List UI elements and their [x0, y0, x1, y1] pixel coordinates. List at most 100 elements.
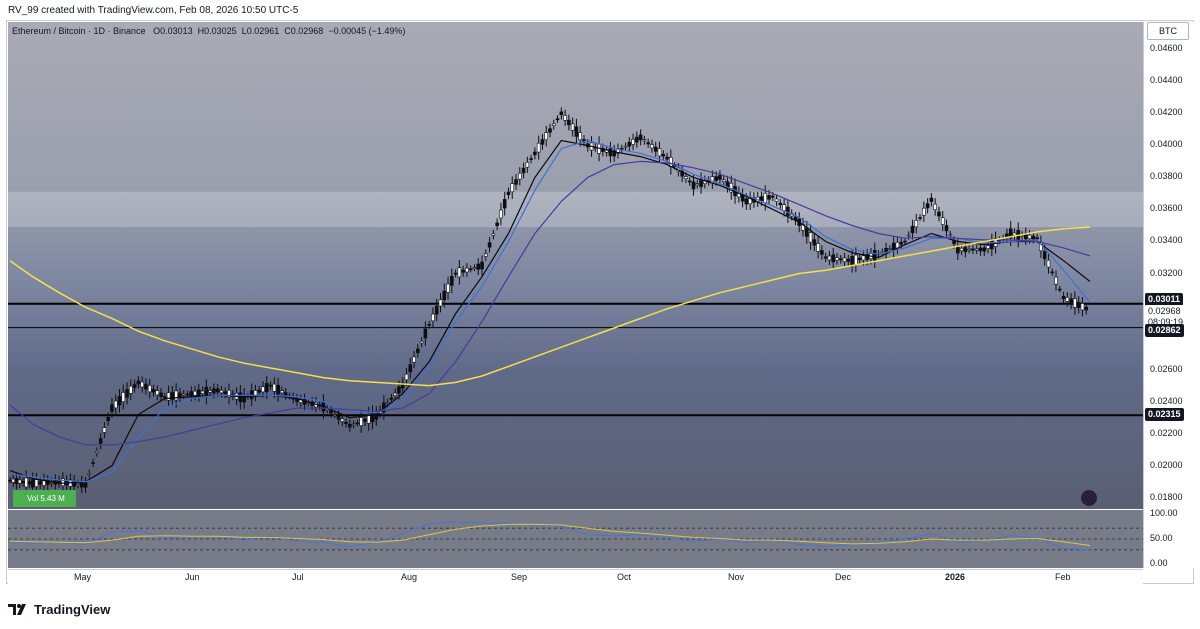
candle-body [132, 384, 137, 389]
tradingview-logo[interactable]: TradingView [8, 600, 110, 618]
tradingview-logo-text: TradingView [34, 601, 111, 617]
candle-body [166, 392, 171, 401]
level-badge: 0.03011 [1145, 292, 1184, 306]
candle-body [978, 247, 983, 252]
candle-body [480, 261, 484, 270]
rsi-tick-label: 0.00 [1150, 558, 1168, 568]
price-tick-label: 0.03400 [1150, 235, 1183, 246]
candle-body [215, 388, 220, 393]
candle-body [136, 380, 141, 385]
candle-body [665, 156, 669, 160]
time-tick-label: Aug [401, 572, 418, 582]
rsi-pane[interactable] [8, 510, 1143, 568]
price-tick-label: 0.02400 [1150, 395, 1183, 406]
candle-body [76, 483, 80, 485]
candle-body [551, 123, 556, 126]
candle-body [612, 150, 616, 157]
candle-body [465, 267, 469, 273]
candle-body [914, 220, 919, 228]
candle-body [888, 248, 892, 250]
candle-body [499, 209, 503, 219]
candle-body [1046, 259, 1051, 268]
candle-body [827, 255, 832, 261]
candle-body [453, 272, 458, 275]
candle-body [404, 373, 409, 381]
candle-body [147, 385, 152, 393]
candle-body [646, 142, 650, 145]
candle-body [197, 389, 201, 396]
time-tick-label: Nov [728, 572, 745, 582]
price-tick-label: 0.03200 [1150, 267, 1183, 278]
candle-body [355, 422, 360, 425]
candle-body [944, 225, 949, 232]
currency-button[interactable]: BTC [1147, 22, 1189, 40]
rsi-signal-line [9, 523, 1091, 546]
candle-body [986, 245, 990, 249]
price-tick-label: 0.03600 [1150, 203, 1183, 214]
candle-body [899, 241, 903, 245]
candle-body [450, 276, 454, 286]
candle-body [801, 223, 805, 231]
price-tick-label: 0.04400 [1150, 75, 1183, 86]
candle-body [272, 383, 277, 392]
candle-body [635, 136, 639, 143]
candle-body [423, 328, 428, 339]
candle-body [812, 239, 817, 246]
price-tick-label: 0.02000 [1150, 459, 1183, 470]
candle-body [514, 179, 518, 185]
candle-body [1050, 271, 1055, 274]
candle-body [937, 211, 941, 217]
ohlc-legend: Ethereum / Bitcoin · 1D · Binance O0.030… [12, 26, 405, 36]
candle-body [24, 477, 28, 488]
candle-body [461, 269, 465, 273]
legend-close: C0.02968 [284, 26, 324, 36]
candle-body [804, 227, 809, 237]
candle-body [442, 290, 447, 301]
candle-body [208, 390, 212, 393]
candle-body [510, 183, 515, 193]
price-tick-label: 0.01800 [1150, 491, 1183, 502]
candle-body [570, 123, 575, 131]
candle-body [83, 482, 88, 488]
candle-body [842, 257, 847, 262]
candle-body [1065, 297, 1070, 302]
candle-body [786, 206, 790, 216]
candle-body [366, 414, 371, 424]
candle-body [895, 242, 900, 249]
candle-body [280, 390, 284, 394]
candle-body [657, 148, 662, 157]
candle-body [487, 242, 492, 248]
candle-body [533, 151, 537, 156]
candle-body [45, 479, 50, 485]
candle-body [344, 421, 348, 424]
candle-body [261, 386, 265, 393]
candle-body [151, 388, 156, 393]
candle-body [782, 204, 786, 211]
candle-body [861, 255, 866, 261]
candle-body [778, 202, 783, 206]
candle-body [34, 479, 39, 487]
candle-body [1069, 298, 1073, 304]
candle-body [548, 128, 552, 133]
ma-blue-line [9, 139, 1091, 483]
candle-body [113, 400, 118, 409]
time-axis[interactable] [8, 569, 1143, 585]
legend-symbol: Ethereum / Bitcoin · 1D · Binance [12, 26, 146, 36]
candle-body [567, 119, 571, 126]
candle-body [529, 158, 533, 160]
candle-body [1084, 306, 1089, 311]
candle-body [223, 391, 228, 395]
candle-body [506, 191, 511, 196]
candle-body [61, 478, 65, 486]
candle-body [42, 479, 46, 486]
price-pane[interactable] [8, 22, 1143, 509]
candle-body [544, 132, 549, 141]
candle-body [691, 181, 696, 190]
candle-body [181, 393, 186, 396]
candle-body [306, 402, 311, 404]
candle-body [359, 417, 363, 426]
candle-body [687, 180, 692, 183]
legend-low: L0.02961 [241, 26, 280, 36]
candle-body [653, 146, 658, 152]
alert-icon[interactable] [1081, 490, 1097, 506]
